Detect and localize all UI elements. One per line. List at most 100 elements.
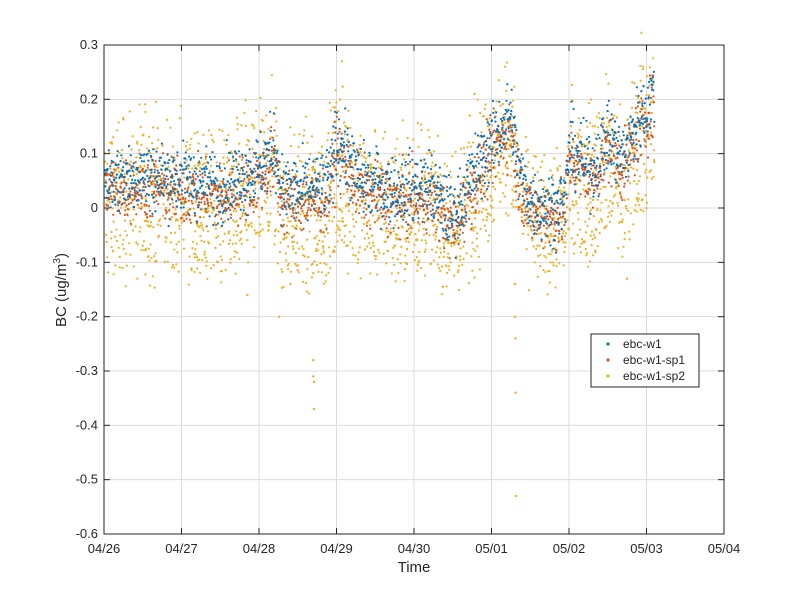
data-point <box>488 194 492 197</box>
data-point <box>530 215 533 218</box>
data-point <box>495 100 498 103</box>
data-point <box>455 239 459 242</box>
data-point <box>596 157 599 160</box>
data-point <box>533 229 536 232</box>
data-point <box>475 189 478 192</box>
data-point <box>606 104 609 107</box>
data-point <box>159 177 162 180</box>
data-point <box>156 169 159 172</box>
data-point <box>350 177 353 180</box>
data-point <box>359 184 362 188</box>
data-point <box>545 256 548 259</box>
data-point <box>116 129 119 132</box>
data-point <box>480 211 484 214</box>
data-point <box>557 223 560 226</box>
data-point <box>386 188 389 191</box>
data-point <box>483 175 486 178</box>
data-point <box>349 159 352 162</box>
data-point <box>551 218 554 222</box>
data-point <box>385 206 389 209</box>
data-point <box>159 189 162 193</box>
data-point <box>201 226 204 229</box>
data-point <box>613 138 616 141</box>
data-point <box>469 199 472 202</box>
data-point <box>203 203 206 206</box>
data-point <box>143 153 146 156</box>
data-point <box>327 184 330 187</box>
data-point <box>514 141 517 144</box>
data-point <box>646 156 650 159</box>
data-point <box>129 190 132 193</box>
data-point <box>621 218 624 221</box>
data-point <box>327 271 330 274</box>
data-point <box>283 201 286 204</box>
data-point <box>474 209 477 212</box>
data-point <box>387 160 390 163</box>
data-point <box>251 179 254 183</box>
data-point <box>489 214 492 217</box>
data-point <box>428 184 431 187</box>
data-point <box>302 254 305 257</box>
data-point <box>486 215 489 218</box>
data-point <box>226 156 229 159</box>
data-point <box>152 148 155 151</box>
data-point <box>582 174 586 177</box>
data-point <box>549 253 553 256</box>
data-point <box>543 215 546 218</box>
data-point <box>434 238 437 241</box>
data-point <box>223 167 227 170</box>
data-point <box>256 140 259 143</box>
data-point <box>122 188 125 192</box>
data-point <box>489 165 492 168</box>
data-point <box>594 144 598 147</box>
data-point <box>207 201 210 204</box>
data-point <box>242 179 245 183</box>
data-point <box>563 194 566 197</box>
data-point <box>339 196 342 199</box>
data-point <box>649 96 653 100</box>
data-point <box>570 237 573 240</box>
data-point <box>127 242 131 245</box>
data-point <box>407 200 410 203</box>
data-point <box>601 220 604 223</box>
data-point <box>335 231 338 234</box>
data-point <box>617 184 620 188</box>
data-point <box>364 170 367 173</box>
data-point <box>456 221 459 224</box>
data-point <box>484 229 488 232</box>
data-point <box>633 151 636 154</box>
data-point <box>462 146 466 150</box>
data-point <box>163 189 166 192</box>
data-point <box>557 221 561 225</box>
data-point <box>579 179 582 182</box>
data-point <box>611 117 614 120</box>
data-point <box>405 230 408 233</box>
data-point <box>505 61 508 64</box>
data-point <box>482 218 485 221</box>
data-point <box>484 189 488 192</box>
data-point <box>351 213 354 216</box>
data-point <box>640 31 643 34</box>
data-point <box>332 149 335 152</box>
data-point <box>135 173 138 176</box>
data-point <box>526 148 529 151</box>
data-point <box>251 176 254 179</box>
data-point <box>485 219 488 222</box>
data-point <box>153 190 156 193</box>
data-point <box>321 189 324 192</box>
data-point <box>259 130 262 134</box>
data-point <box>153 201 156 204</box>
data-point <box>277 188 280 191</box>
data-point <box>232 194 235 197</box>
data-point <box>254 170 257 173</box>
data-point <box>157 138 160 142</box>
data-point <box>627 175 630 178</box>
data-point <box>640 108 643 111</box>
data-point <box>129 253 132 256</box>
data-point <box>144 103 147 106</box>
data-point <box>266 190 269 193</box>
data-point <box>319 210 323 213</box>
data-point <box>333 106 337 109</box>
data-point <box>520 168 524 171</box>
data-point <box>256 167 260 170</box>
